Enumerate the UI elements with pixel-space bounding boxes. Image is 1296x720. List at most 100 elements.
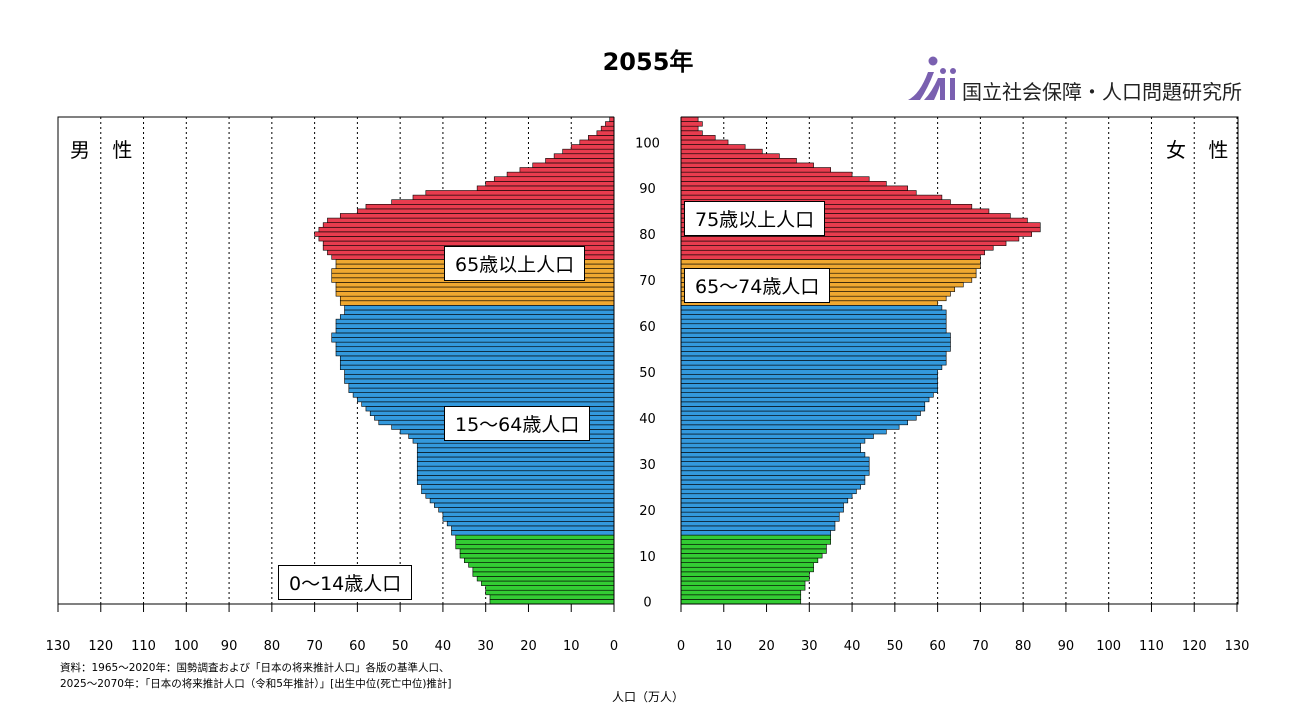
male-bar-age-88 (412, 194, 615, 200)
female-bar-age-16 (680, 525, 836, 531)
male-bar-age-21 (434, 502, 615, 508)
male-bar-age-8 (468, 562, 615, 568)
female-x-tick-label: 80 (1015, 639, 1032, 654)
age-tick-label: 20 (639, 504, 656, 519)
female-bar-age-101 (680, 135, 716, 141)
male-bar-age-45 (352, 392, 615, 398)
female-bar-age-105 (680, 116, 699, 122)
male-bar-age-3 (485, 585, 615, 591)
female-bar-age-100 (680, 139, 729, 145)
male-bar-age-69 (335, 282, 615, 288)
male-bar-age-92 (493, 176, 615, 182)
female-x-tick-label: 40 (844, 639, 861, 654)
male-bar-age-83 (327, 217, 615, 223)
male-bar-age-20 (438, 507, 615, 513)
female-bar-age-91 (680, 181, 887, 187)
male-bar-age-10 (459, 553, 615, 559)
male-bar-age-34 (416, 442, 615, 449)
source-note-line-1: 資料：1965〜2020年：国勢調査および「日本の将来推計人口」各版の基準人口、 (60, 662, 450, 674)
male-bar-age-7 (472, 566, 615, 573)
female-bar-age-89 (680, 190, 917, 196)
female-bar-age-76 (680, 249, 985, 256)
female-bar-age-52 (680, 360, 947, 366)
female-bar-age-10 (680, 553, 823, 559)
female-bar-age-17 (680, 521, 836, 527)
female-bar-age-5 (680, 576, 810, 582)
male-x-tick-label: 80 (264, 639, 281, 654)
age-tick-label: 90 (639, 182, 656, 197)
female-bar-age-34 (680, 442, 861, 449)
male-x-tick-label: 40 (435, 639, 452, 654)
female-bar-age-57 (680, 337, 951, 343)
female-bar-age-21 (680, 502, 844, 508)
male-bar-age-17 (446, 521, 615, 527)
female-bar-age-26 (680, 479, 866, 485)
female-bar-age-31 (680, 456, 870, 462)
female-bar-age-30 (680, 461, 870, 467)
male-bar-age-2 (485, 589, 615, 596)
female-bar-age-77 (680, 245, 994, 251)
age-tick-label: 50 (639, 366, 656, 381)
plot-frame (57, 116, 1239, 605)
male-bar-age-99 (570, 144, 615, 150)
male-bar-age-62 (339, 314, 615, 320)
male-bar-age-91 (485, 181, 615, 187)
female-bar-age-25 (680, 484, 861, 490)
female-bar-age-37 (680, 429, 887, 435)
female-bar-age-29 (680, 465, 870, 472)
female-bar-age-62 (680, 314, 947, 320)
female-x-tick-label: 20 (758, 639, 775, 654)
male-bar-age-79 (318, 236, 615, 242)
male-bar-age-96 (545, 158, 615, 164)
female-bar-age-45 (680, 392, 934, 398)
org-logo: 国立社会保障・人口問題研究所 (906, 54, 1246, 104)
female-bar-age-97 (680, 153, 780, 159)
female-bar-age-36 (680, 433, 874, 439)
tick-labels: 130 120 110 100 90 80 70 60 50 40 30 20 10 0 0 10 20 30 40… (46, 136, 1250, 654)
male-bar-age-65 (339, 300, 615, 306)
age-tick-label: 80 (639, 228, 656, 243)
female-x-tick-label: 60 (929, 639, 946, 654)
female-bar-age-23 (680, 493, 853, 499)
male-bar-age-28 (416, 470, 615, 476)
female-bar-age-47 (680, 383, 938, 389)
male-bar-age-29 (416, 465, 615, 472)
male-bar-age-94 (519, 167, 615, 173)
female-x-tick-label: 110 (1139, 639, 1164, 654)
female-bar-age-27 (680, 475, 866, 481)
female-x-tick-label: 70 (972, 639, 989, 654)
male-bar-age-93 (506, 171, 615, 178)
female-bar-age-4 (680, 580, 806, 586)
male-bar-age-5 (476, 576, 615, 582)
age-tick-label: 0 (643, 596, 651, 611)
age-tick-label: 100 (635, 136, 660, 151)
male-bar-age-64 (344, 305, 615, 311)
male-bar-age-51 (339, 364, 615, 370)
female-bar-age-38 (680, 424, 900, 430)
male-bar-age-27 (416, 475, 615, 481)
male-bar-age-9 (464, 557, 615, 563)
female-x-tick-label: 130 (1225, 639, 1250, 654)
female-bar-age-40 (680, 415, 917, 421)
female-bar-age-1 (680, 594, 802, 600)
male-bar-age-13 (455, 539, 615, 545)
male-bar-age-48 (344, 378, 615, 384)
female-bar-age-94 (680, 167, 831, 173)
male-bar-age-78 (322, 240, 615, 246)
female-bar-age-0 (680, 599, 802, 605)
male-x-tick-label: 100 (174, 639, 199, 654)
female-bar-age-6 (680, 571, 810, 577)
male-bar-age-87 (391, 199, 615, 205)
female-bar-age-20 (680, 507, 844, 513)
male-bar-age-66 (339, 295, 615, 302)
female-bar-age-24 (680, 488, 857, 495)
female-bar-age-61 (680, 318, 947, 325)
female-bar-age-102 (680, 130, 703, 136)
female-bar-age-99 (680, 144, 746, 150)
label-female-65-74: 65〜74歳人口 (684, 268, 831, 303)
male-bar-age-81 (318, 226, 615, 233)
female-bar-age-9 (680, 557, 819, 563)
male-bar-age-12 (455, 543, 615, 550)
male-bar-age-97 (553, 153, 615, 159)
